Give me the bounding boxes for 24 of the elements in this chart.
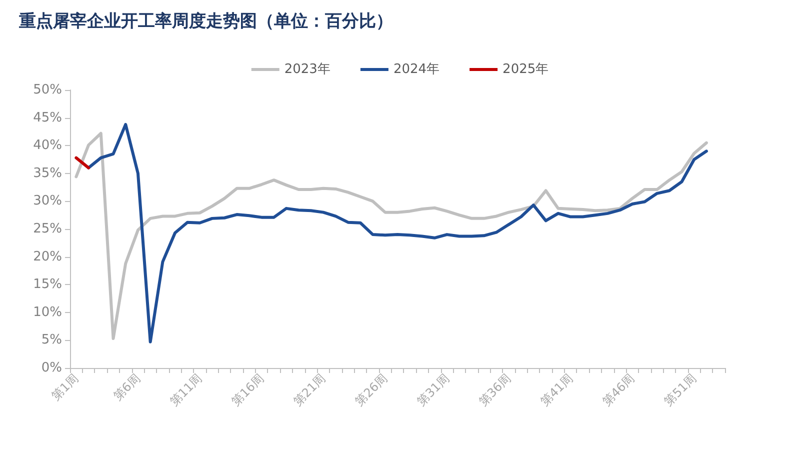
y-tick-label: 25%	[33, 222, 62, 236]
y-tick-label: 35%	[33, 166, 62, 181]
y-tick-label: 45%	[33, 110, 62, 126]
y-tick-label: 15%	[33, 277, 62, 292]
legend-label: 2023年	[284, 62, 330, 77]
x-tick-label: 第6周	[110, 371, 143, 404]
x-tick-label: 第16周	[228, 371, 267, 409]
x-tick-label: 第41周	[538, 371, 576, 409]
legend-label: 2024年	[393, 62, 440, 77]
chart-title: 重点屠宰企业开工率周度走势图（单位：百分比）	[18, 12, 393, 32]
x-tick-label: 第21周	[290, 371, 328, 409]
y-tick-label: 5%	[41, 332, 62, 348]
legend-label: 2025年	[502, 62, 549, 77]
y-tick-label: 50%	[33, 82, 62, 98]
y-tick-label: 30%	[33, 194, 62, 209]
x-tick-label: 第51周	[661, 371, 700, 409]
x-tick-label: 第36周	[476, 371, 514, 409]
y-tick-label: 20%	[33, 249, 62, 264]
x-tick-label: 第26周	[352, 371, 390, 409]
x-tick-label: 第11周	[167, 371, 205, 409]
x-tick-label: 第31周	[414, 371, 452, 409]
x-tick-label: 第46周	[600, 371, 638, 409]
y-tick-label: 10%	[33, 304, 62, 320]
y-tick-label: 40%	[33, 138, 62, 154]
